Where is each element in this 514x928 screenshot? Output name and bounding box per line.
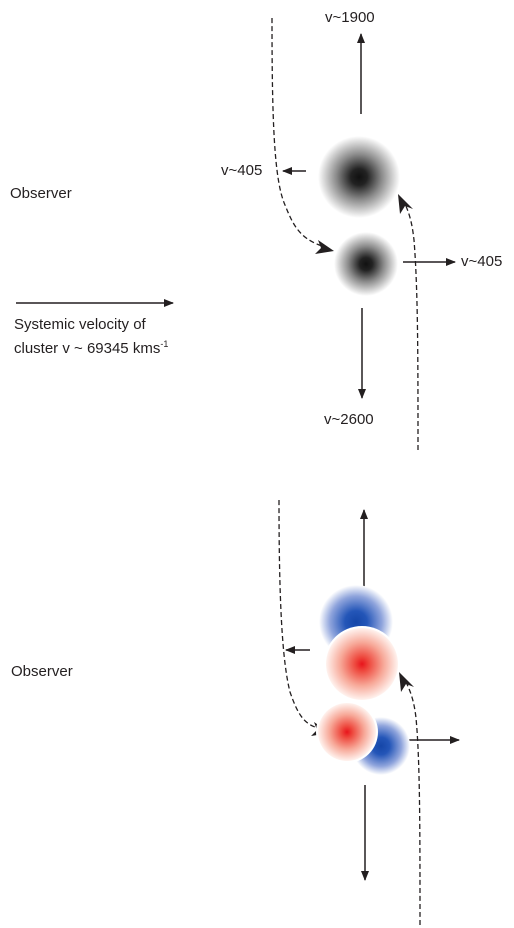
bottom-cluster-large-red [326,628,398,700]
top-panel [16,17,456,451]
systemic-velocity-unit-exponent: -1 [160,339,169,349]
systemic-velocity-label-line1: Systemic velocity of [14,316,146,333]
bottom-trajectory-left [278,499,319,729]
top-observer-label: Observer [10,185,72,202]
bottom-panel [278,499,460,926]
top-cluster-large [318,136,400,218]
bottom-trajectory-right [404,679,421,926]
velocity-down-label: v~2600 [324,411,374,428]
velocity-right-label: v~405 [461,253,503,270]
velocity-left-label: v~405 [221,162,263,179]
top-cluster-small [334,232,398,296]
bottom-trajectory-right-arrowhead [399,672,414,692]
top-trajectory-right-arrowhead [398,194,413,214]
bottom-observer-label: Observer [11,663,73,680]
top-trajectory-right [403,201,419,451]
systemic-velocity-label-line2: cluster v ~ 69345 kms-1 [14,339,169,358]
top-trajectory-left [271,17,323,247]
bottom-cluster-small-red [318,703,376,761]
velocity-up-label: v~1900 [325,9,375,26]
systemic-velocity-value: cluster v ~ 69345 kms [14,340,161,357]
top-trajectory-left-arrowhead [315,240,334,254]
